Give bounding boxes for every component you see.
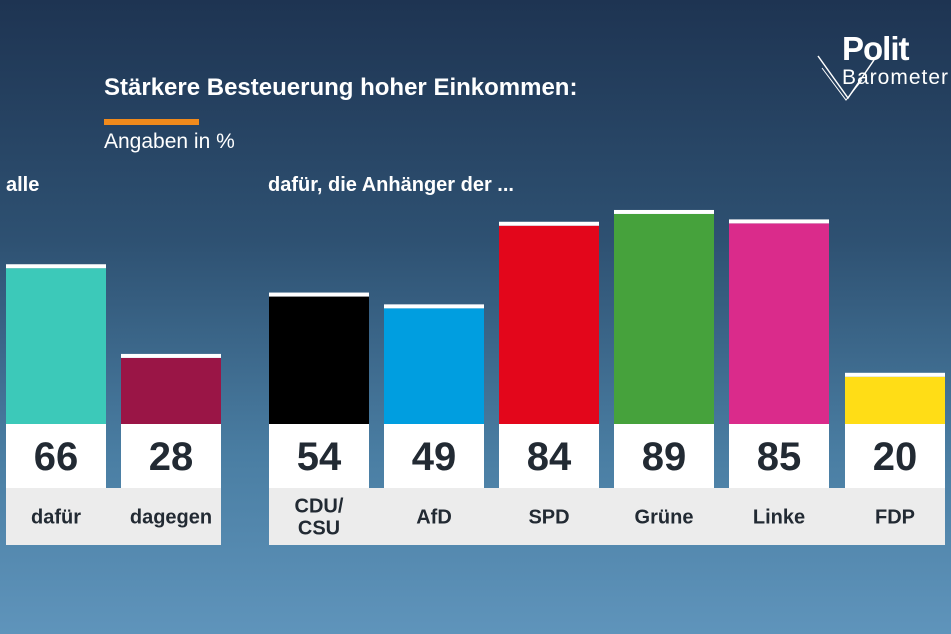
bar-linke (729, 223, 829, 424)
chart-subtitle: Angaben in % (104, 130, 235, 153)
bar-daf-r (6, 268, 106, 424)
value-box-afd (384, 424, 484, 488)
category-label-fdp: FDP (875, 507, 915, 529)
category-label-afd: AfD (416, 507, 452, 529)
bar-cap-gr-ne (614, 209, 714, 214)
category-label-spd: SPD (528, 507, 569, 529)
bar-cap-linke (729, 219, 829, 224)
value-label-spd: 84 (527, 435, 572, 479)
value-label-daf-r: 66 (34, 435, 79, 479)
value-box-linke (729, 424, 829, 488)
category-label-linke: Linke (753, 507, 805, 529)
value-label-gr-ne: 89 (642, 435, 687, 479)
value-box-cdu-csu (269, 424, 369, 488)
value-box-daf-r (6, 424, 106, 488)
logo-word-polit: Polit (842, 30, 909, 67)
value-label-dagegen: 28 (149, 435, 194, 479)
category-label-band-0 (6, 488, 221, 545)
bar-cap-dagegen (121, 353, 221, 358)
logo-word-barometer: Barometer (842, 66, 950, 89)
category-label-cdu-csu: CDU/CSU (295, 496, 344, 540)
bar-gr-ne (614, 213, 714, 424)
value-box-spd (499, 424, 599, 488)
value-box-dagegen (121, 424, 221, 488)
bar-afd (384, 308, 484, 424)
bar-fdp (845, 376, 945, 424)
politbarometer-logo: Polit Barometer (816, 30, 951, 102)
value-box-fdp (845, 424, 945, 488)
category-label-band-1 (269, 488, 945, 545)
bar-spd (499, 225, 599, 424)
category-label-gr-ne: Grüne (635, 507, 694, 529)
value-label-fdp: 20 (873, 435, 918, 479)
chart-title: Stärkere Besteuerung hoher Einkommen: (104, 74, 578, 101)
value-box-gr-ne (614, 424, 714, 488)
bar-cdu-csu (269, 296, 369, 424)
bar-cap-afd (384, 304, 484, 309)
bar-cap-cdu-csu (269, 292, 369, 297)
bar-cap-spd (499, 221, 599, 226)
bar-cap-fdp (845, 372, 945, 377)
value-label-afd: 49 (412, 435, 457, 479)
category-label-dagegen: dagegen (130, 507, 212, 529)
category-label-daf-r: dafür (31, 507, 81, 529)
group-label-parties: dafür, die Anhänger der ... (268, 174, 514, 196)
bar-dagegen (121, 357, 221, 424)
logo-check-mark (817, 55, 875, 101)
value-label-cdu-csu: 54 (297, 435, 342, 479)
group-label-alle: alle (6, 174, 40, 196)
title-accent-bar (104, 119, 199, 125)
bar-cap-daf-r (6, 264, 106, 269)
value-label-linke: 85 (757, 435, 802, 479)
